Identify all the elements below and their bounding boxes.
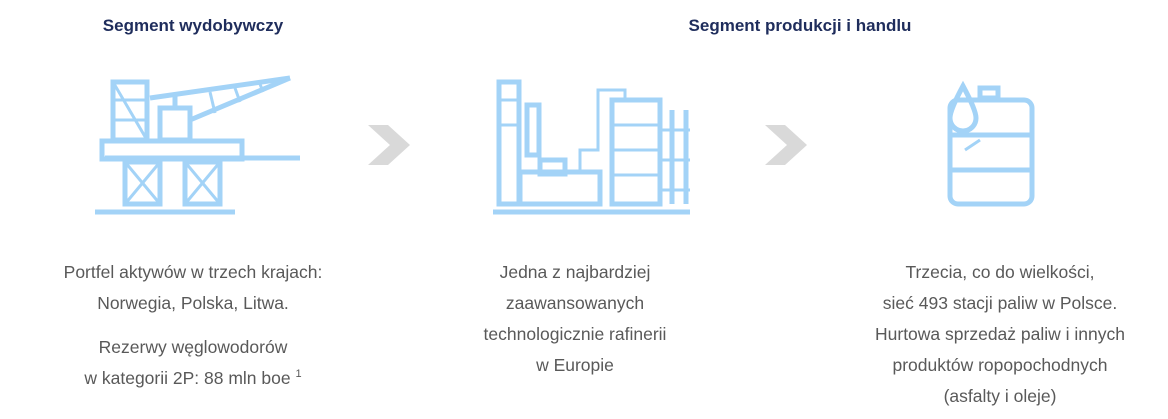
text-line: zaawansowanych xyxy=(505,293,645,313)
footnote-marker: 1 xyxy=(295,368,302,381)
chevron-arrow xyxy=(368,125,410,165)
text-line: technologicznie rafinerii xyxy=(483,324,667,344)
text-line: Norwegia, Polska, Litwa. xyxy=(97,293,289,313)
heading: Segment produkcji i handlu xyxy=(688,16,912,35)
barrel-icon xyxy=(947,80,1035,207)
text-line: Jedna z najbardziej xyxy=(499,262,651,282)
text-line: Rezerwy węglowodorów xyxy=(98,337,288,357)
text-line: w Europie xyxy=(536,355,614,375)
text-line: Portfel aktywów w trzech krajach: xyxy=(63,262,323,282)
text-line: Hurtowa sprzedaż paliw i innych xyxy=(875,324,1125,344)
chevron-arrow xyxy=(765,125,807,165)
text-line: sieć 493 stacji paliw w Polsce. xyxy=(882,293,1118,313)
text-line: produktów ropopochodnych xyxy=(892,355,1108,375)
text-line: Trzecia, co do wielkości, xyxy=(905,262,1095,282)
text-line: w kategorii 2P: 88 mln boe 1 xyxy=(84,368,302,388)
oil-rig-icon xyxy=(95,75,300,215)
refinery-icon xyxy=(493,79,690,215)
heading: Segment wydobywczy xyxy=(102,16,284,35)
text-line: (asfalty i oleje) xyxy=(943,386,1057,406)
